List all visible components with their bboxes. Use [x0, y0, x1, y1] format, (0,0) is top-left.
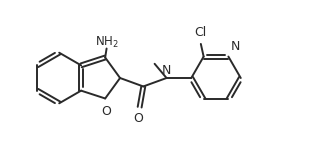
Text: O: O	[101, 105, 111, 118]
Text: O: O	[133, 112, 143, 125]
Text: N: N	[162, 64, 171, 77]
Text: NH$_2$: NH$_2$	[95, 35, 119, 50]
Text: N: N	[231, 40, 240, 53]
Text: Cl: Cl	[195, 26, 207, 39]
